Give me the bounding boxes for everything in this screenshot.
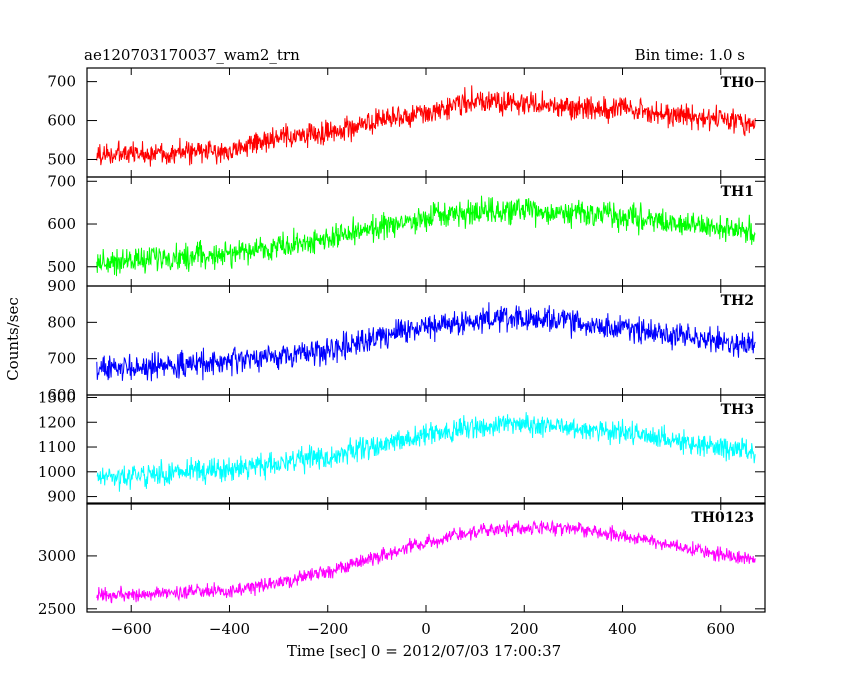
y-tick-label: 700 — [47, 350, 76, 368]
panel-th1: 500 600 700 TH1 — [47, 172, 766, 287]
panel-frame — [86, 67, 766, 178]
panel-frame — [86, 285, 766, 396]
y-tick-label: 700 — [47, 73, 76, 91]
series-line-th0 — [96, 85, 756, 167]
panel-th0: 500 600 700 TH0 — [47, 67, 766, 178]
x-tick-label: −600 — [111, 620, 152, 638]
y-tick-label: 800 — [47, 313, 76, 331]
header-bin-time: Bin time: 1.0 s — [635, 46, 745, 64]
y-tick-label: 1100 — [38, 438, 76, 456]
series-line-th3 — [96, 412, 756, 492]
y-tick-label: 3000 — [38, 547, 76, 565]
series-line-th0123 — [96, 519, 756, 604]
panel-frame — [86, 394, 766, 505]
y-tick-label: 900 — [47, 488, 76, 506]
x-tick-label: −400 — [209, 620, 250, 638]
header-title: ae120703170037_wam2_trn — [84, 46, 300, 64]
x-tick-label: 0 — [421, 620, 431, 638]
panel-label-th3: TH3 — [721, 402, 754, 418]
panel-th2: 600 700 800 900 TH2 — [47, 277, 766, 404]
y-tick-label: 1200 — [38, 413, 76, 431]
x-tick-label: −200 — [307, 620, 348, 638]
y-tick-label: 600 — [47, 386, 76, 404]
x-tick-label: 600 — [706, 620, 735, 638]
y-tick-label: 600 — [47, 215, 76, 233]
panel-label-th0: TH0 — [721, 75, 755, 91]
x-tick-label: 400 — [608, 620, 637, 638]
panels-group: 500 600 700 TH0 500 600 700 TH1 600 700 800 900 TH2 9… — [38, 67, 766, 618]
y-tick-label: 500 — [47, 258, 76, 276]
y-axis-title: Counts/sec — [4, 297, 22, 381]
x-axis: −600 −400 −200 0 200 400 600 — [111, 620, 735, 638]
panel-th3: 900 1000 1100 1200 1300 TH3 — [38, 388, 766, 506]
x-axis-title: Time [sec] 0 = 2012/07/03 17:00:37 — [287, 642, 561, 660]
panel-label-th1: TH1 — [721, 184, 754, 200]
y-tick-label: 900 — [47, 277, 76, 295]
panel-label-th2: TH2 — [721, 293, 754, 309]
series-line-th1 — [96, 195, 756, 277]
y-tick-label: 2500 — [38, 600, 76, 618]
y-tick-label: 600 — [47, 112, 76, 130]
y-tick-label: 700 — [47, 172, 76, 190]
y-tick-label: 500 — [47, 150, 76, 168]
panel-th0123: 2500 3000 TH0123 — [38, 502, 766, 618]
x-tick-label: 200 — [510, 620, 539, 638]
series-line-th2 — [96, 302, 756, 382]
panel-label-th0123: TH0123 — [691, 510, 754, 526]
y-tick-label: 1000 — [38, 463, 76, 481]
panel-frame — [86, 502, 766, 613]
y-tick-label: 1300 — [38, 388, 76, 406]
